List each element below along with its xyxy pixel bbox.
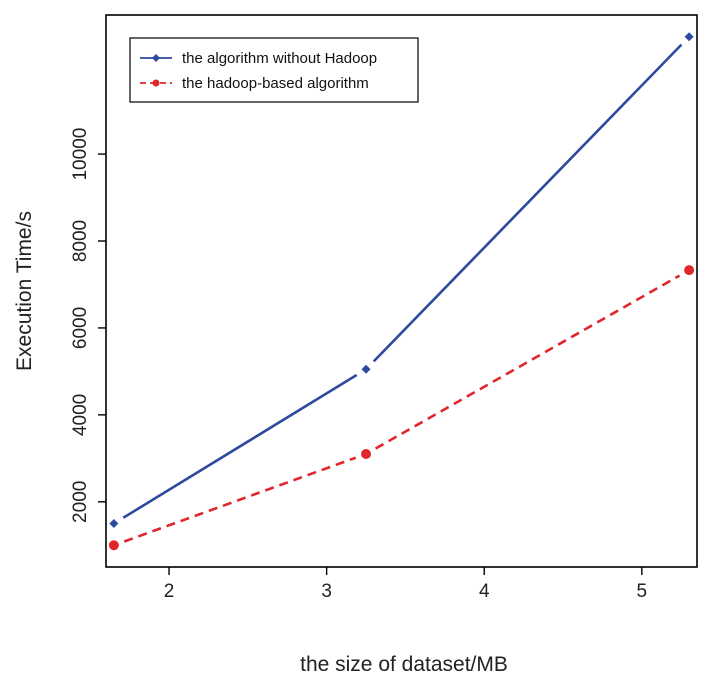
legend-box [129,37,419,103]
legend-label-series-2: the hadoop-based algorithm [182,75,369,92]
x-axis-title: the size of dataset/MB [300,653,508,676]
y-tick-label-5: 10000 [70,128,91,181]
legend-marker-series-2 [152,79,160,87]
legend-label-series-1: the algorithm without Hadoop [182,50,377,67]
x-tick-label-3: 4 [479,581,490,602]
y-tick-label-3: 6000 [70,307,91,349]
y-tick-label-1: 2000 [70,481,91,523]
y-tick-label-4: 8000 [70,220,91,262]
x-tick-label-2: 3 [321,581,332,602]
series-1-point-1 [109,519,119,529]
series-2-point-1 [108,540,119,551]
x-tick-label-4: 5 [637,581,648,602]
legend-marker-series-1 [152,54,160,62]
plot-frame [105,14,698,568]
x-tick-label-1: 2 [164,581,175,602]
series-1-point-3 [684,32,694,42]
y-tick-label-2: 4000 [70,394,91,436]
series-2-point-3 [684,265,695,276]
series-line-1 [122,43,683,519]
series-2-point-2 [361,448,372,459]
y-axis-title: Execution Time/s [13,211,36,371]
series-1-point-2 [361,364,371,374]
series-line-2 [123,274,681,543]
legend: the algorithm without Hadoop the hadoop-… [129,37,419,103]
